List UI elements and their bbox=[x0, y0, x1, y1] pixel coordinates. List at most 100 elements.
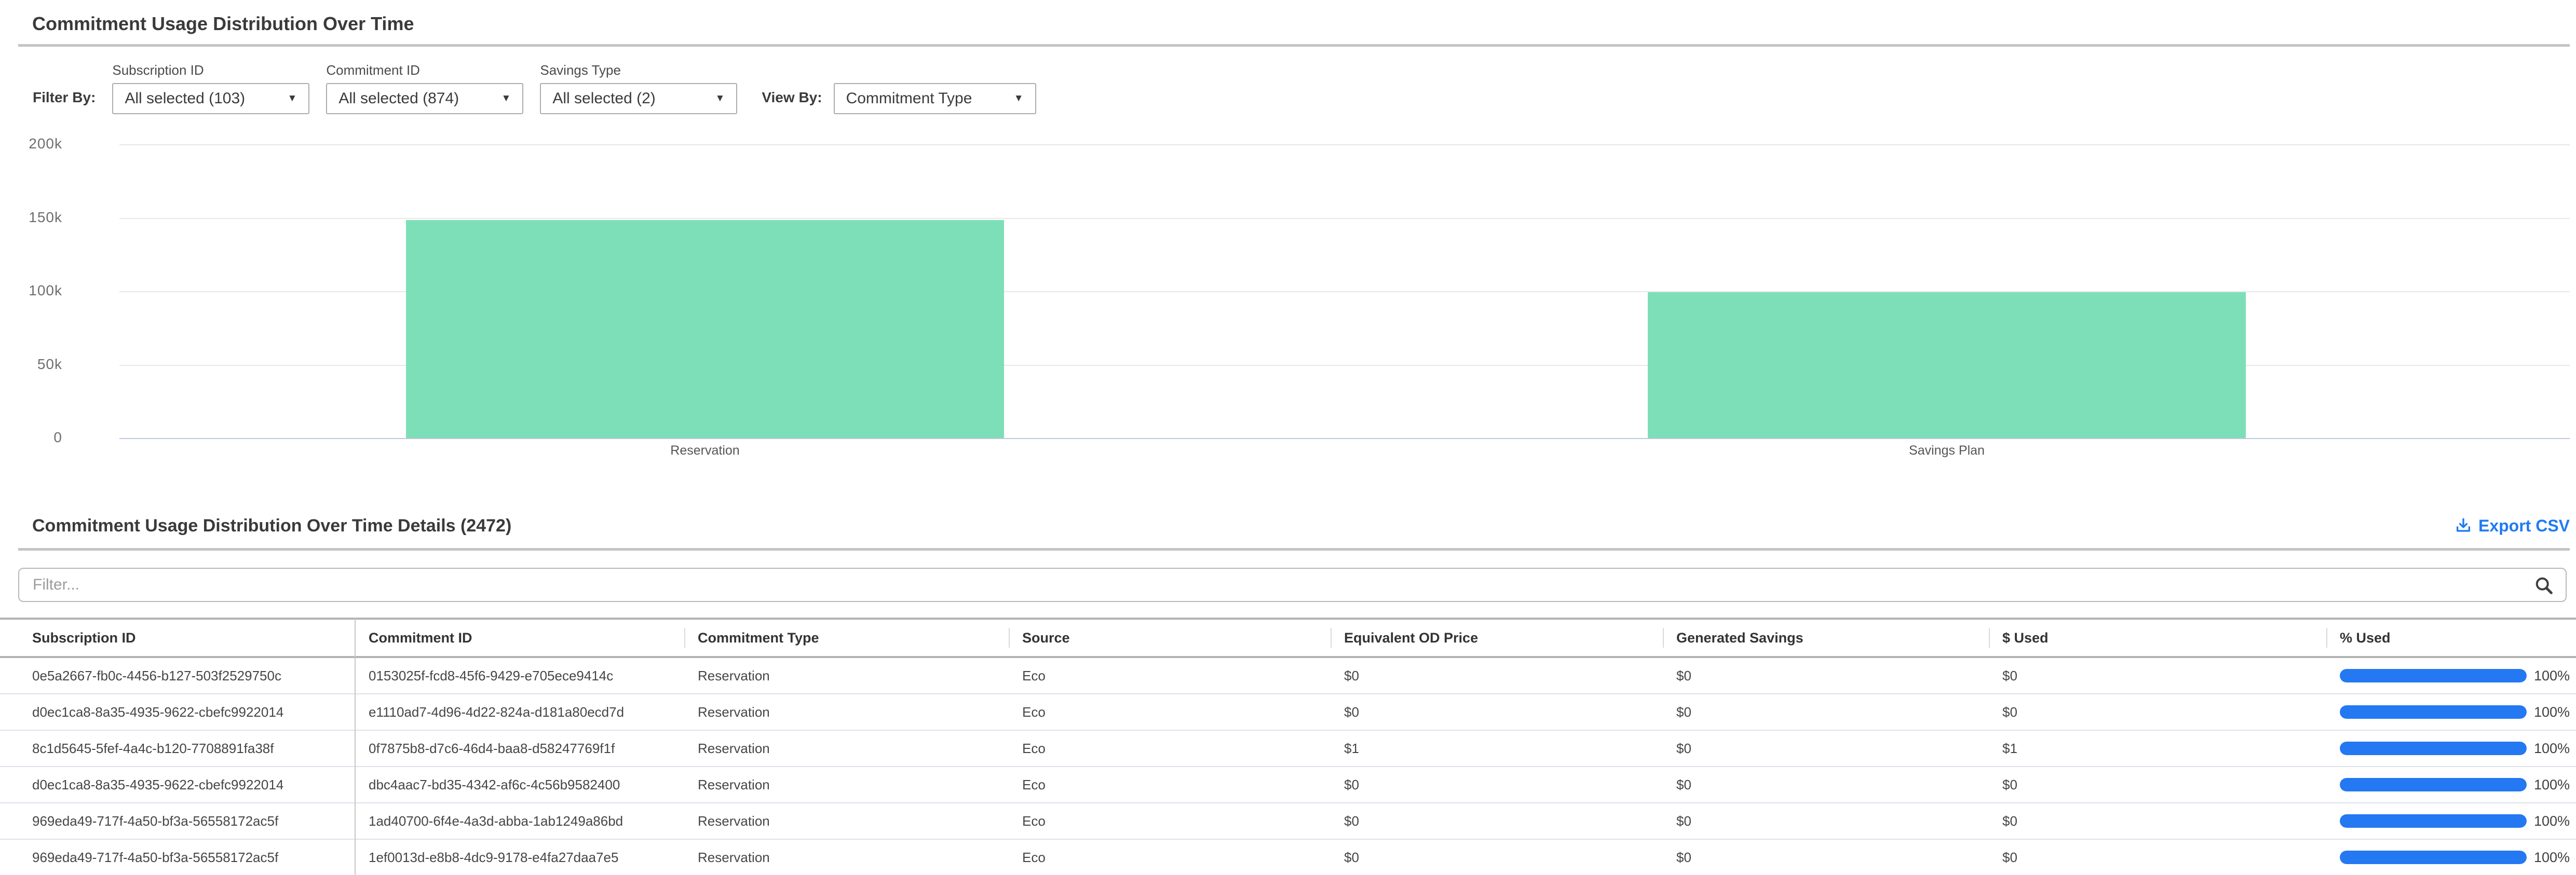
cell-commitment-type: Reservation bbox=[698, 776, 770, 792]
cell-commitment-id: 1ef0013d-e8b8-4dc9-9178-e4fa27daa7e5 bbox=[369, 849, 619, 865]
subscription-id-dropdown[interactable]: All selected (103) ▼ bbox=[112, 83, 310, 114]
savings-type-dropdown-value: All selected (2) bbox=[552, 90, 656, 107]
commitment-id-filter-group: Commitment ID All selected (874) ▼ bbox=[326, 62, 524, 114]
cell-source: Eco bbox=[1022, 704, 1046, 720]
cell-commitment-id: e1110ad7-4d96-4d22-824a-d181a80ecd7d bbox=[369, 704, 625, 720]
cell-commitment-type: Reservation bbox=[698, 813, 770, 829]
cell-pct-used: 100% bbox=[2326, 668, 2576, 684]
table-row[interactable]: 969eda49-717f-4a50-bf3a-56558172ac5f 1ef… bbox=[0, 840, 2576, 875]
cell-commitment-id: 0f7875b8-d7c6-46d4-baa8-d58247769f1f bbox=[369, 740, 615, 756]
cell-pct-used: 100% bbox=[2326, 850, 2576, 866]
cell-equivalent-od-price: $0 bbox=[1344, 667, 1359, 683]
details-header: Commitment Usage Distribution Over Time … bbox=[32, 516, 2570, 536]
table-row[interactable]: d0ec1ca8-8a35-4935-9622-cbefc9922014 e11… bbox=[0, 694, 2576, 731]
cell-subscription-id: 969eda49-717f-4a50-bf3a-56558172ac5f bbox=[32, 849, 279, 865]
subscription-id-dropdown-value: All selected (103) bbox=[125, 90, 246, 107]
y-tick-label: 50k bbox=[37, 356, 62, 372]
cell-subscription-id: 0e5a2667-fb0c-4456-b127-503f2529750c bbox=[32, 667, 281, 683]
header-pct-used[interactable]: % Used bbox=[2326, 620, 2576, 656]
header-dollar-used[interactable]: $ Used bbox=[1989, 620, 2326, 656]
cell-dollar-used: $0 bbox=[2002, 704, 2017, 720]
chevron-down-icon: ▼ bbox=[1013, 93, 1024, 104]
commitment-id-filter-label: Commitment ID bbox=[326, 62, 420, 78]
cell-generated-savings: $0 bbox=[1676, 813, 1691, 829]
pct-used-label: 100% bbox=[2534, 776, 2570, 792]
cell-commitment-id: 1ad40700-6f4e-4a3d-abba-1ab1249a86bd bbox=[369, 813, 623, 829]
pct-used-label: 100% bbox=[2534, 704, 2570, 720]
y-tick-label: 150k bbox=[29, 209, 62, 225]
pct-used-progress-bar bbox=[2340, 851, 2527, 864]
cell-dollar-used: $1 bbox=[2002, 740, 2017, 756]
table-row[interactable]: 0e5a2667-fb0c-4456-b127-503f2529750c 015… bbox=[0, 658, 2576, 694]
table-body: 0e5a2667-fb0c-4456-b127-503f2529750c 015… bbox=[0, 658, 2576, 875]
view-by-dropdown[interactable]: Commitment Type ▼ bbox=[833, 83, 1036, 114]
cell-dollar-used: $0 bbox=[2002, 849, 2017, 865]
header-subscription-id[interactable]: Subscription ID bbox=[32, 630, 136, 646]
cell-pct-used: 100% bbox=[2326, 704, 2576, 720]
cell-commitment-type: Reservation bbox=[698, 667, 770, 683]
cell-subscription-id: d0ec1ca8-8a35-4935-9622-cbefc9922014 bbox=[32, 704, 284, 720]
table-header-row: Subscription ID Commitment ID Commitment… bbox=[0, 618, 2576, 658]
cell-generated-savings: $0 bbox=[1676, 667, 1691, 683]
cell-commitment-id: 0153025f-fcd8-45f6-9429-e705ece9414c bbox=[369, 667, 614, 683]
subscription-id-filter-label: Subscription ID bbox=[112, 62, 204, 78]
cell-subscription-id: 8c1d5645-5fef-4a4c-b120-7708891fa38f bbox=[32, 740, 274, 756]
gridline bbox=[119, 364, 2570, 366]
y-tick-label: 200k bbox=[29, 135, 62, 152]
cell-equivalent-od-price: $0 bbox=[1344, 849, 1359, 865]
pct-used-fill bbox=[2340, 669, 2527, 682]
title-divider bbox=[18, 44, 2570, 47]
table-row[interactable]: 8c1d5645-5fef-4a4c-b120-7708891fa38f 0f7… bbox=[0, 731, 2576, 767]
bar-savings-plan[interactable] bbox=[1648, 292, 2246, 438]
table-filter-input[interactable] bbox=[18, 568, 2567, 602]
table-row[interactable]: d0ec1ca8-8a35-4935-9622-cbefc9922014 dbc… bbox=[0, 767, 2576, 803]
cell-source: Eco bbox=[1022, 813, 1046, 829]
export-csv-button[interactable]: Export CSV bbox=[2455, 516, 2570, 536]
pct-used-fill bbox=[2340, 705, 2527, 719]
cell-commitment-id: dbc4aac7-bd35-4342-af6c-4c56b9582400 bbox=[369, 776, 620, 792]
header-equivalent-od-price[interactable]: Equivalent OD Price bbox=[1331, 620, 1663, 656]
cell-source: Eco bbox=[1022, 740, 1046, 756]
pct-used-label: 100% bbox=[2534, 667, 2570, 683]
column-divider bbox=[355, 618, 356, 875]
header-commitment-id[interactable]: Commitment ID bbox=[369, 630, 472, 646]
y-tick-label: 100k bbox=[29, 282, 62, 298]
pct-used-progress-bar bbox=[2340, 742, 2527, 755]
header-commitment-type[interactable]: Commitment Type bbox=[684, 620, 1009, 656]
view-by-label: View By: bbox=[762, 89, 822, 105]
cell-pct-used: 100% bbox=[2326, 813, 2576, 829]
pct-used-progress-bar bbox=[2340, 705, 2527, 719]
details-title: Commitment Usage Distribution Over Time … bbox=[32, 516, 512, 536]
pct-used-fill bbox=[2340, 851, 2527, 864]
cell-commitment-type: Reservation bbox=[698, 704, 770, 720]
chevron-down-icon: ▼ bbox=[501, 93, 511, 104]
cell-subscription-id: d0ec1ca8-8a35-4935-9622-cbefc9922014 bbox=[32, 776, 284, 792]
savings-type-filter-group: Savings Type All selected (2) ▼ bbox=[540, 62, 738, 114]
details-table: Subscription ID Commitment ID Commitment… bbox=[0, 618, 2576, 875]
filter-bar: Filter By: Subscription ID All selected … bbox=[33, 62, 2570, 114]
cell-generated-savings: $0 bbox=[1676, 849, 1691, 865]
header-source[interactable]: Source bbox=[1009, 620, 1331, 656]
table-filter bbox=[18, 568, 2567, 602]
commitment-id-dropdown[interactable]: All selected (874) ▼ bbox=[326, 83, 524, 114]
pct-used-progress-bar bbox=[2340, 814, 2527, 828]
gridline bbox=[119, 291, 2570, 292]
cell-equivalent-od-price: $0 bbox=[1344, 813, 1359, 829]
table-row[interactable]: 969eda49-717f-4a50-bf3a-56558172ac5f 1ad… bbox=[0, 803, 2576, 840]
pct-used-label: 100% bbox=[2534, 849, 2570, 865]
bar-reservation[interactable] bbox=[406, 220, 1004, 438]
search-icon bbox=[2533, 575, 2554, 598]
savings-type-dropdown[interactable]: All selected (2) ▼ bbox=[540, 83, 738, 114]
cell-commitment-type: Reservation bbox=[698, 849, 770, 865]
header-generated-savings[interactable]: Generated Savings bbox=[1663, 620, 1989, 656]
filter-by-label: Filter By: bbox=[33, 89, 96, 105]
cell-generated-savings: $0 bbox=[1676, 740, 1691, 756]
cell-equivalent-od-price: $0 bbox=[1344, 704, 1359, 720]
cell-generated-savings: $0 bbox=[1676, 776, 1691, 792]
x-category-label: Reservation bbox=[670, 443, 740, 458]
cell-source: Eco bbox=[1022, 849, 1046, 865]
gridline bbox=[119, 144, 2570, 145]
page-title: Commitment Usage Distribution Over Time bbox=[32, 13, 414, 34]
cell-pct-used: 100% bbox=[2326, 777, 2576, 793]
view-by-group: Commitment Type ▼ bbox=[833, 83, 1036, 114]
